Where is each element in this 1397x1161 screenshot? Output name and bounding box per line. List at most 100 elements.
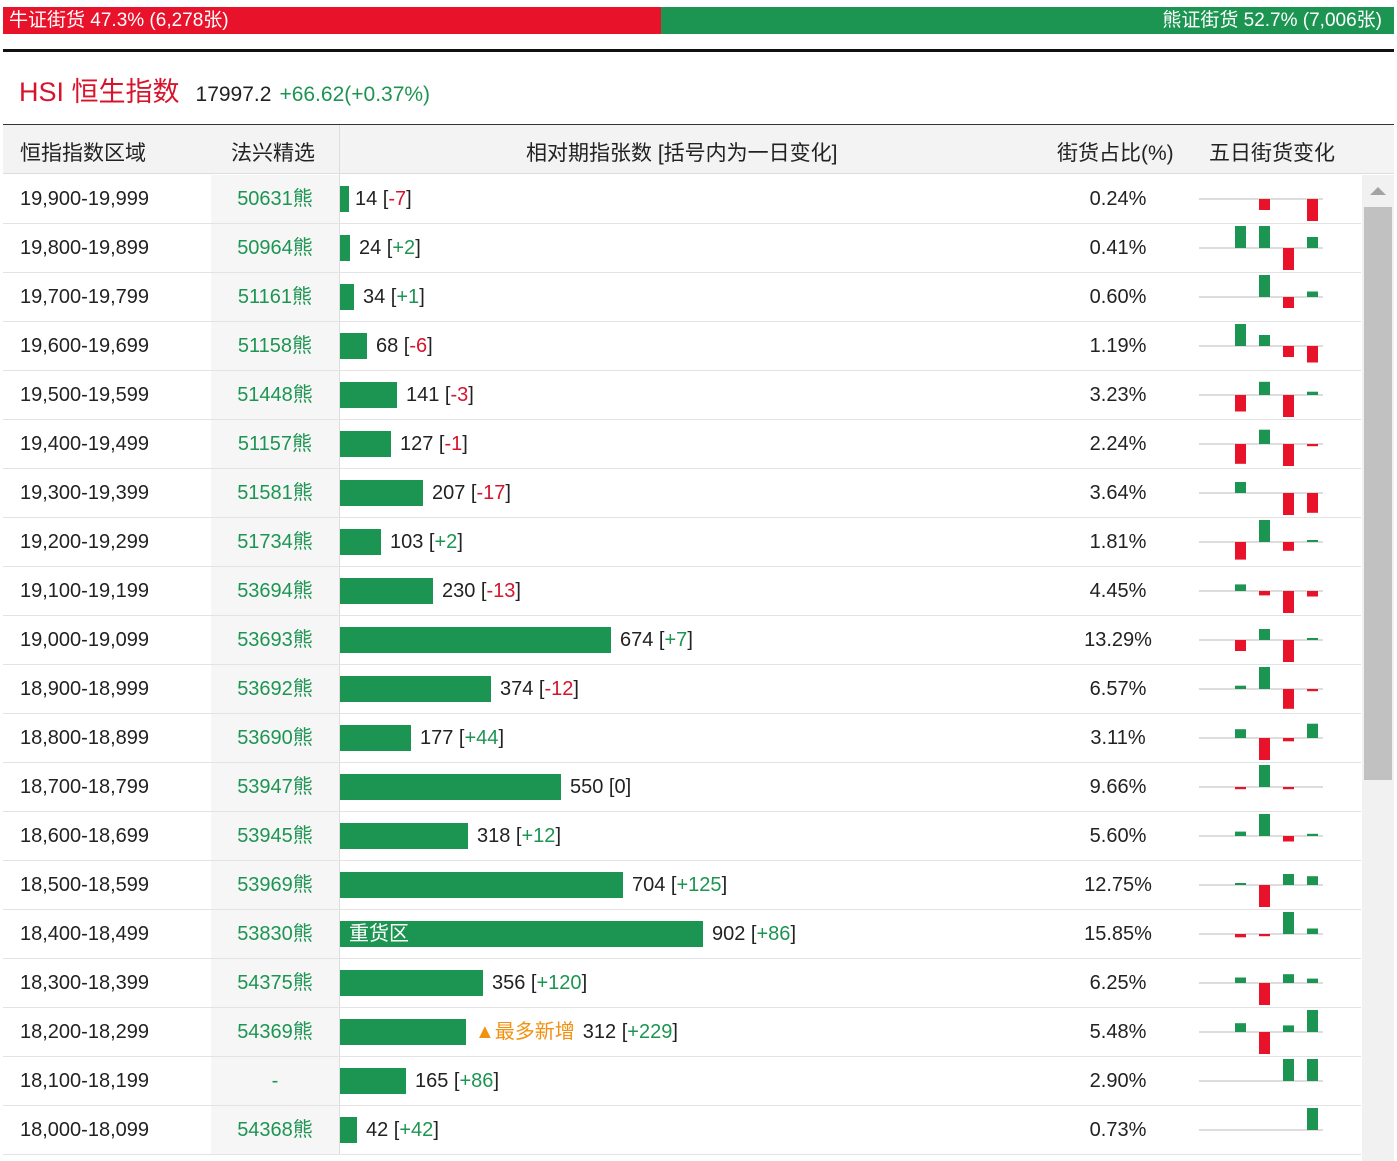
share-cell: 13.29% (1084, 629, 1152, 651)
range-cell: 19,300-19,399 (20, 482, 150, 504)
count-bar-cell: 318 [+12] (339, 812, 1039, 860)
warrant-code-link[interactable]: 53947熊 (211, 763, 339, 811)
sparkline-bar (1235, 787, 1246, 790)
scrollbar-thumb[interactable] (1364, 207, 1392, 780)
count-bar-cell: ▲最多新增 312 [+229] (339, 1008, 1039, 1056)
header-range: 恒指指数区域 (20, 142, 146, 165)
count-bar-cell: 34 [+1] (339, 273, 1039, 321)
range-cell: 19,600-19,699 (20, 335, 150, 357)
count-bar-cell: 127 [-1] (339, 420, 1039, 468)
count-label: 103 [+2] (390, 531, 463, 553)
five-day-sparkline (1197, 714, 1325, 762)
sparkline-bar (1307, 391, 1318, 395)
sparkline-bar (1259, 381, 1270, 395)
warrant-code-link[interactable]: 50631熊 (211, 175, 339, 223)
warrant-code-link[interactable]: 51158熊 (211, 322, 339, 370)
warrant-code-link[interactable]: 53969熊 (211, 861, 339, 909)
day-change-value: -1 (444, 433, 463, 455)
divider (3, 49, 1394, 52)
sparkline-bar (1235, 934, 1246, 938)
share-cell: 1.81% (1089, 531, 1147, 553)
range-cell: 18,500-18,599 (20, 874, 150, 896)
warrant-code-link[interactable]: 51581熊 (211, 469, 339, 517)
table-row: 19,800-19,899 50964熊 24 [+2] 0.41% (3, 224, 1361, 273)
sparkline-bar (1259, 765, 1270, 787)
sparkline-bar (1259, 1032, 1270, 1054)
share-cell: 0.41% (1089, 237, 1147, 259)
sparkline-svg (1199, 974, 1323, 1005)
sparkline-bar (1235, 226, 1246, 248)
sparkline-bar (1283, 874, 1294, 885)
count-label: 356 [+120] (492, 972, 588, 994)
warrant-code-link[interactable]: 54369熊 (211, 1008, 339, 1056)
count-value: 374 (500, 678, 534, 700)
count-bar-cell: 177 [+44] (339, 714, 1039, 762)
sparkline-bar (1235, 729, 1246, 738)
table-row: 18,800-18,899 53690熊 177 [+44] 3.11% (3, 714, 1361, 763)
warrant-code-link[interactable]: 53690熊 (211, 714, 339, 762)
five-day-sparkline (1197, 322, 1325, 370)
sparkline-bar (1307, 237, 1318, 248)
day-change-value: +125 (676, 874, 722, 896)
warrant-code-link[interactable]: 51161熊 (211, 273, 339, 321)
count-value: 318 (477, 825, 511, 847)
sparkline-bar (1307, 591, 1318, 597)
five-day-sparkline (1197, 1106, 1325, 1154)
count-value: 230 (442, 580, 476, 602)
count-value: 177 (420, 727, 454, 749)
sparkline-bar (1235, 395, 1246, 412)
range-cell: 18,000-18,099 (20, 1119, 150, 1141)
warrant-code-link[interactable]: 51734熊 (211, 518, 339, 566)
warrant-code-link[interactable]: 53692熊 (211, 665, 339, 713)
sparkline-bar (1283, 1025, 1294, 1032)
warrant-code-link[interactable]: 51448熊 (211, 371, 339, 419)
range-cell: 18,300-18,399 (20, 972, 150, 994)
sparkline-bar (1235, 977, 1246, 983)
warrant-code-link[interactable]: 50964熊 (211, 224, 339, 272)
sparkline-svg (1199, 765, 1323, 790)
sparkline-svg (1199, 584, 1323, 613)
header-pick: 法兴精选 (231, 142, 315, 165)
day-change-value: +1 (396, 286, 420, 308)
sparkline-bar (1283, 346, 1294, 357)
count-label: 902 [+86] (712, 923, 796, 945)
scrollbar[interactable] (1362, 175, 1394, 1161)
warrant-code-link[interactable]: 53693熊 (211, 616, 339, 664)
warrant-code-link[interactable]: 53694熊 (211, 567, 339, 615)
five-day-sparkline (1197, 371, 1325, 419)
sparkline-bar (1259, 885, 1270, 907)
share-cell: 6.57% (1089, 678, 1147, 700)
range-cell: 18,700-18,799 (20, 776, 150, 798)
count-label: 177 [+44] (420, 727, 504, 749)
bull-ratio-segment: 牛证街货 47.3% (6,278张) (3, 7, 661, 34)
count-bar (340, 333, 367, 359)
index-value: 17997.2 (195, 83, 272, 106)
warrant-code-link[interactable]: 54368熊 (211, 1106, 339, 1154)
warrant-code-link[interactable]: 51157熊 (211, 420, 339, 468)
five-day-sparkline (1197, 224, 1325, 272)
sparkline-bar (1307, 199, 1318, 221)
range-cell: 18,200-18,299 (20, 1021, 150, 1043)
table-row: 19,400-19,499 51157熊 127 [-1] 2.24% (3, 420, 1361, 469)
share-cell: 15.85% (1084, 923, 1152, 945)
scroll-up-arrow-icon[interactable] (1370, 187, 1386, 195)
warrant-code-link[interactable]: 53830熊 (211, 910, 339, 958)
table-row: 19,200-19,299 51734熊 103 [+2] 1.81% (3, 518, 1361, 567)
count-bar-cell: 103 [+2] (339, 518, 1039, 566)
count-label: 674 [+7] (620, 629, 693, 651)
sparkline-svg (1199, 1108, 1323, 1131)
five-day-sparkline (1197, 616, 1325, 664)
header-divider (339, 125, 340, 175)
share-cell: 5.60% (1089, 825, 1147, 847)
day-change-value: +2 (392, 237, 416, 259)
count-bar-cell: 重货区 902 [+86] (339, 910, 1039, 958)
sparkline-bar (1259, 667, 1270, 689)
table-row: 19,100-19,199 53694熊 230 [-13] 4.45% (3, 567, 1361, 616)
share-cell: 9.66% (1089, 776, 1147, 798)
warrant-code-link[interactable]: 54375熊 (211, 959, 339, 1007)
warrant-code-link[interactable]: 53945熊 (211, 812, 339, 860)
sparkline-bar (1259, 275, 1270, 297)
range-cell: 19,200-19,299 (20, 531, 150, 553)
count-bar-cell: 42 [+42] (339, 1106, 1039, 1154)
count-bar-cell: 550 [0] (339, 763, 1039, 811)
